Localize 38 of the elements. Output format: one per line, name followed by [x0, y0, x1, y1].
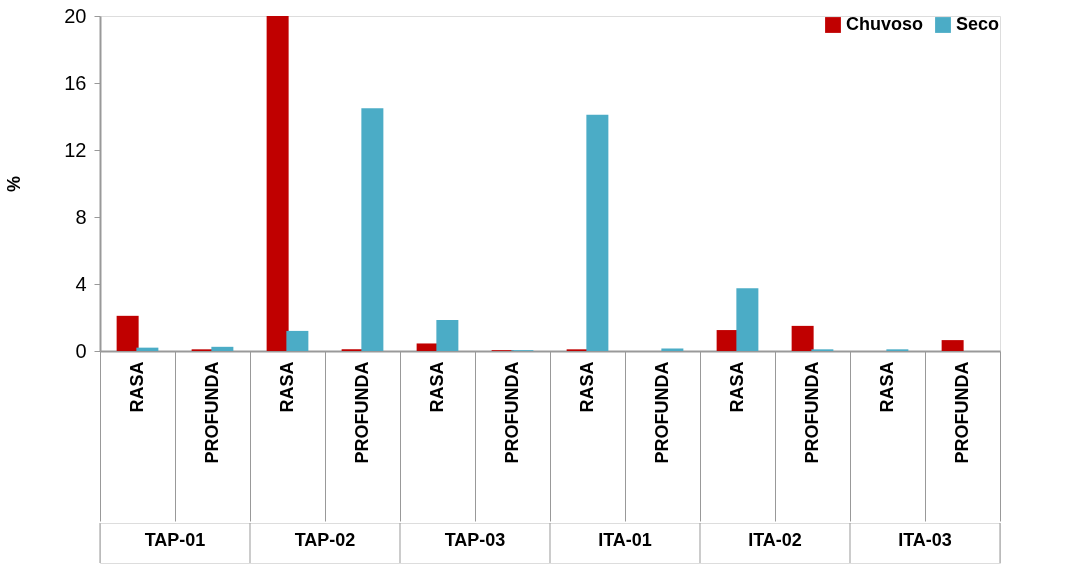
bar: [211, 346, 234, 351]
x-tick-label: RASA: [277, 361, 297, 413]
text: ITA-01: [598, 530, 652, 550]
x-tick-label: RASA: [427, 361, 447, 413]
bar: [116, 315, 139, 351]
bar: [941, 340, 964, 351]
x-tick-label: PROFUNDA: [652, 361, 672, 464]
y-tick-label: 12: [64, 138, 87, 161]
bar: [586, 114, 609, 351]
text: TAP-03: [444, 530, 506, 550]
x-tick-label: PROFUNDA: [202, 361, 222, 464]
text: ITA-02: [748, 530, 802, 550]
x-tick-label: RASA: [577, 361, 597, 413]
legend-label: Seco: [956, 14, 1000, 34]
y-tick-label: 16: [64, 71, 87, 94]
bar: [436, 320, 459, 351]
text: ITA-03: [898, 530, 952, 550]
y-tick-label: 8: [75, 205, 87, 228]
y-axis-title: %: [4, 175, 25, 193]
text: TAP-01: [144, 530, 206, 550]
x-tick-label: PROFUNDA: [502, 361, 522, 464]
x-tick-label: RASA: [727, 361, 747, 413]
text: TAP-02: [294, 530, 356, 550]
bar: [736, 288, 759, 351]
bar: [791, 325, 814, 351]
bar: [286, 330, 309, 351]
x-tick-label: RASA: [127, 361, 147, 413]
x-tick-label: PROFUNDA: [352, 361, 372, 464]
x-tick-label: RASA: [877, 361, 897, 413]
y-tick-label: 0: [75, 339, 87, 362]
bar: [361, 108, 384, 351]
bar: [661, 348, 684, 351]
bar: [266, 16, 289, 351]
x-tick-label: PROFUNDA: [952, 361, 972, 464]
y-tick-label: 4: [75, 272, 87, 295]
y-tick-label: 20: [64, 4, 87, 27]
legend-label: Chuvoso: [846, 14, 924, 34]
x-tick-label: PROFUNDA: [802, 361, 822, 464]
